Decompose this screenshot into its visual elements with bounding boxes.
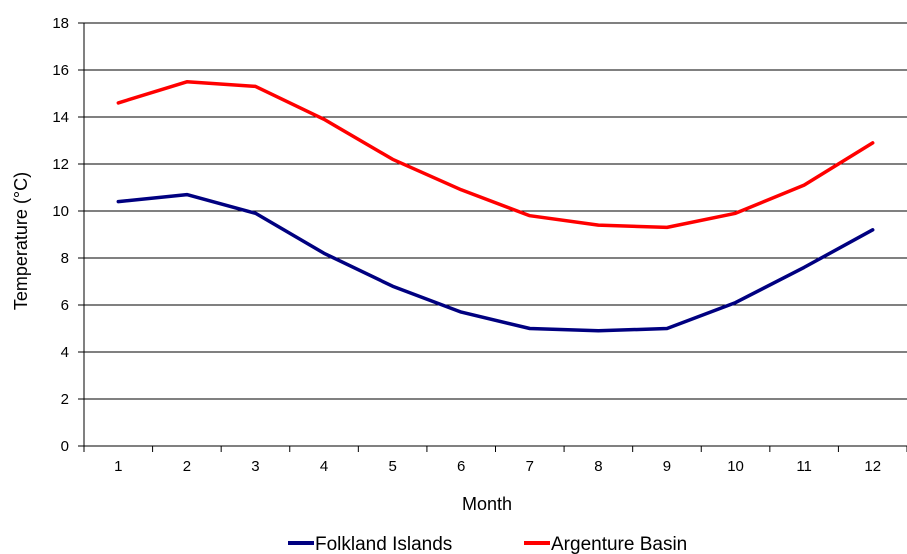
series-line-1 xyxy=(116,80,875,230)
y-tick-label: 8 xyxy=(61,250,69,267)
x-axis-label: Month xyxy=(462,494,512,514)
legend-label-0: Folkland Islands xyxy=(315,534,452,554)
x-tick-label: 10 xyxy=(727,458,744,475)
x-axis-ticks: 1 2 3 4 5 6 7 8 9 10 11 12 xyxy=(83,446,907,475)
y-tick-label: 18 xyxy=(52,15,69,32)
series-lines xyxy=(116,80,875,333)
x-tick-label: 3 xyxy=(251,458,259,475)
x-tick-label: 5 xyxy=(388,458,396,475)
x-tick-label: 6 xyxy=(457,458,465,475)
y-tick-label: 16 xyxy=(52,62,69,79)
y-tick-label: 2 xyxy=(61,391,69,408)
y-tick-label: 10 xyxy=(52,203,69,220)
x-tick-label: 8 xyxy=(594,458,602,475)
legend-label-1: Argenture Basin xyxy=(551,534,687,554)
y-tick-label: 6 xyxy=(61,297,69,314)
x-tick-label: 1 xyxy=(114,458,122,475)
x-tick-label: 7 xyxy=(526,458,534,475)
x-tick-label: 2 xyxy=(183,458,191,475)
grid-lines xyxy=(84,22,907,400)
y-tick-label: 4 xyxy=(61,344,69,361)
series-line-0 xyxy=(116,192,875,333)
x-tick-label: 4 xyxy=(320,458,328,475)
y-tick-label: 12 xyxy=(52,156,69,173)
x-tick-label: 9 xyxy=(663,458,671,475)
y-axis-ticks: 0 2 4 6 8 10 12 14 16 18 xyxy=(52,15,84,455)
y-tick-label: 14 xyxy=(52,109,69,126)
y-tick-label: 0 xyxy=(61,438,69,455)
x-tick-label: 12 xyxy=(864,458,881,475)
legend: Folkland Islands Argenture Basin xyxy=(288,534,687,554)
y-axis-label: Temperature (°C) xyxy=(11,172,31,310)
x-tick-label: 11 xyxy=(796,458,812,475)
